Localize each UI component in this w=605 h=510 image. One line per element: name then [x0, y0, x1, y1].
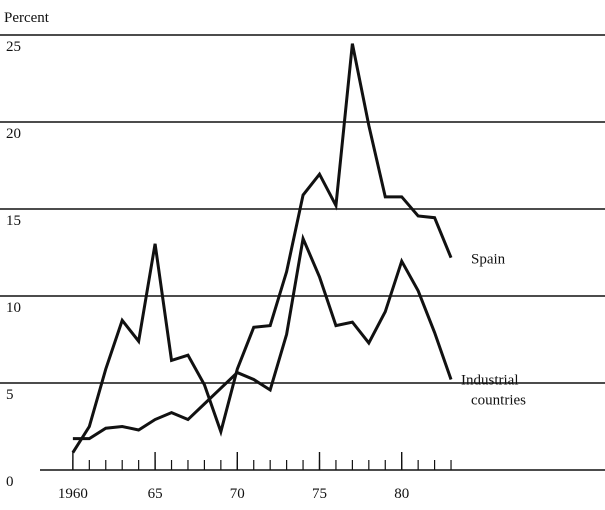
y-tick-label: 20 — [6, 126, 21, 142]
series-label: Industrial countries — [461, 373, 526, 409]
x-tick-label: 70 — [230, 486, 245, 502]
y-tick-label: 0 — [6, 474, 14, 490]
y-axis-label: Percent — [4, 10, 50, 26]
y-tick-label: 5 — [6, 387, 14, 403]
series-line — [71, 43, 453, 454]
y-tick-label: 10 — [6, 300, 21, 316]
x-tick-label: 1960 — [58, 486, 88, 502]
x-tick-label: 80 — [394, 486, 409, 502]
y-tick-label: 15 — [6, 213, 21, 229]
series-label: Spain — [471, 252, 506, 268]
x-tick-label: 65 — [148, 486, 163, 502]
y-tick-label: 25 — [6, 39, 21, 55]
series-line — [72, 233, 453, 441]
x-tick-label: 75 — [312, 486, 327, 502]
